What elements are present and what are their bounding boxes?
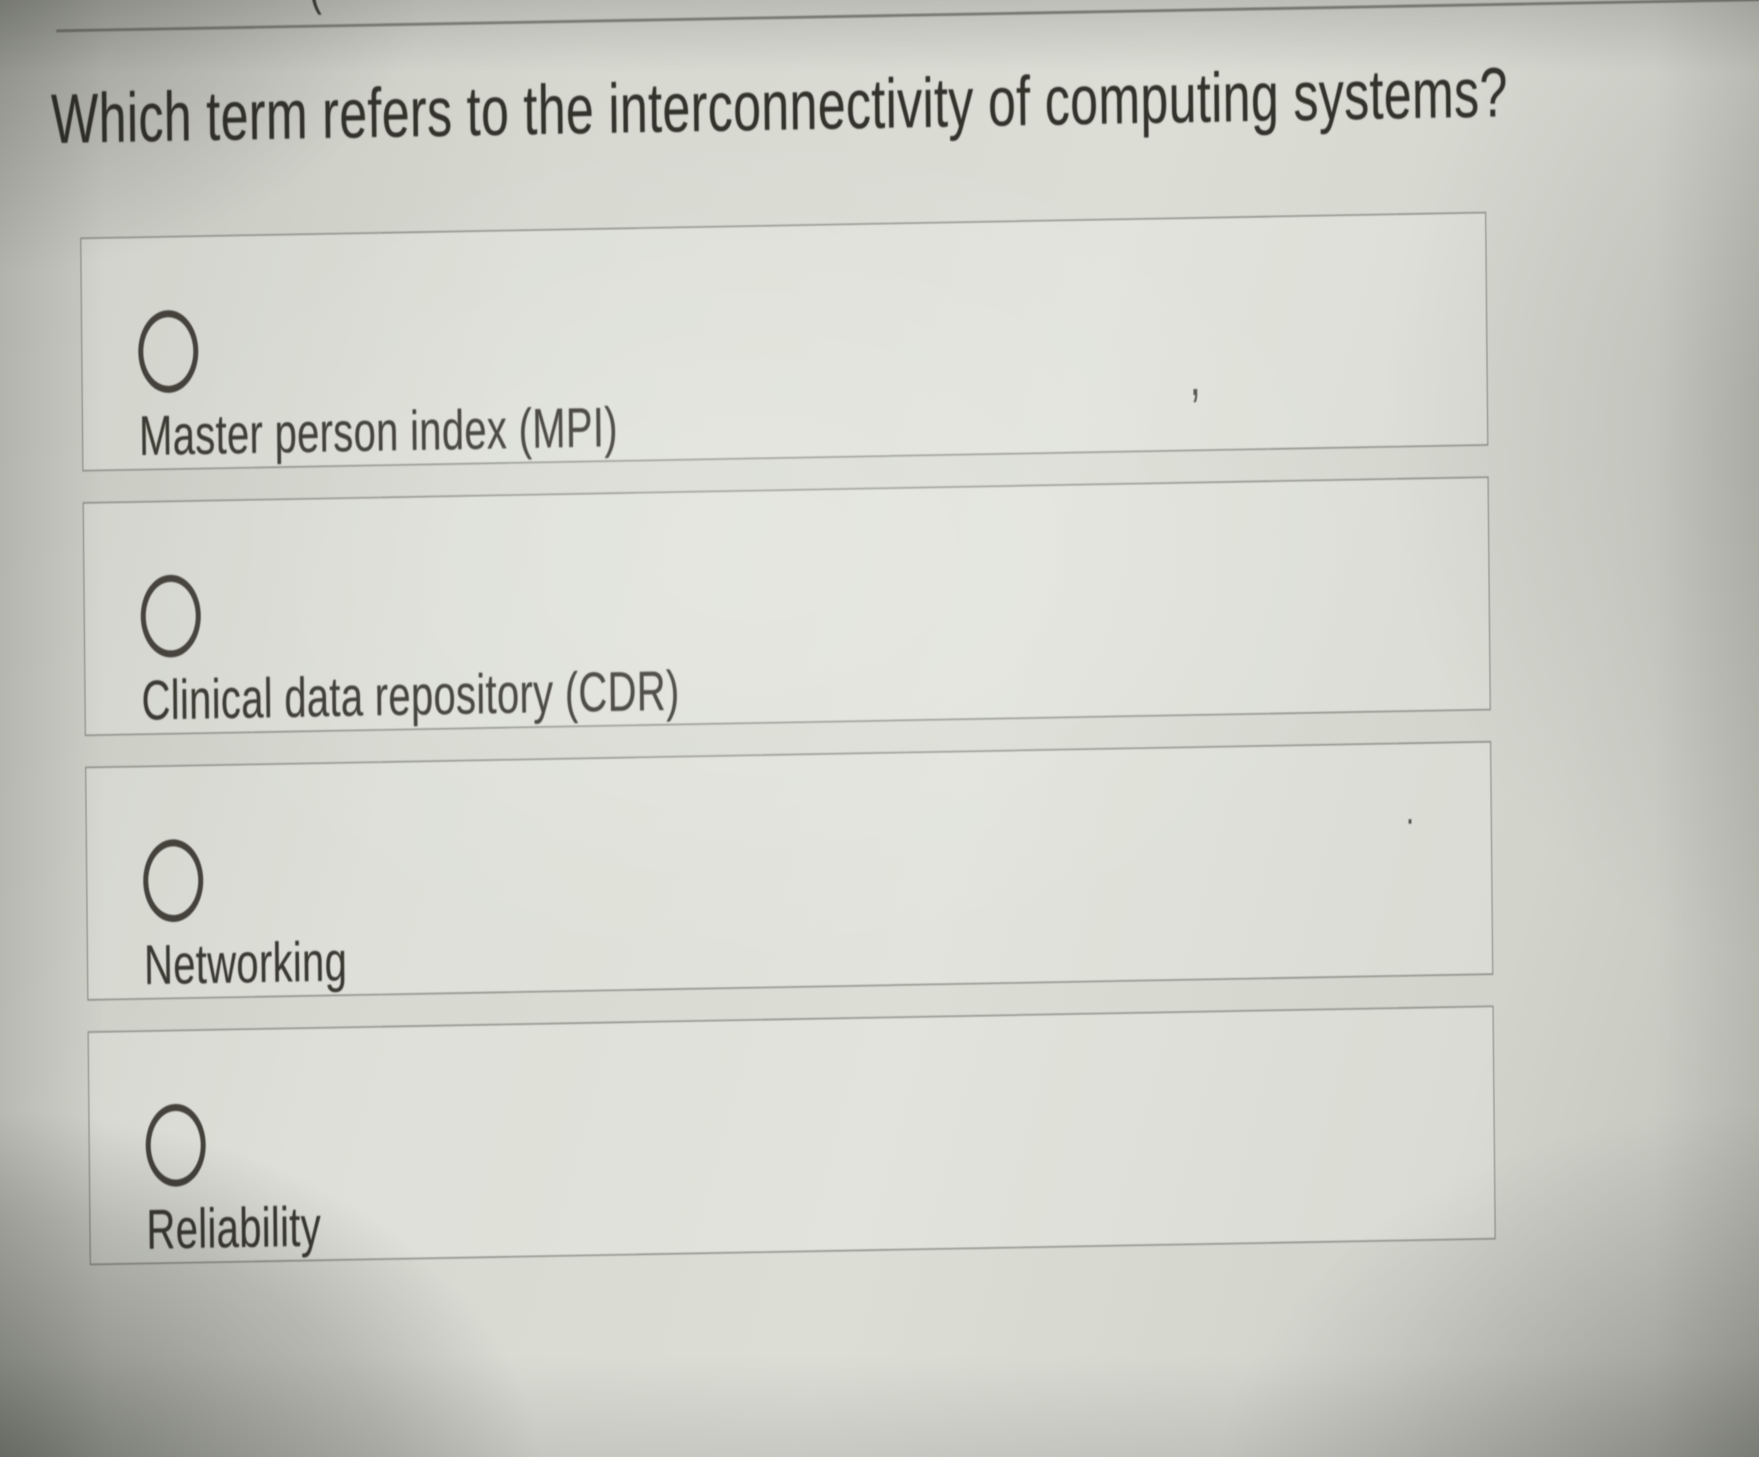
option-label: Networking (143, 931, 348, 997)
options-list: Master person index (MPI) Clinical data … (80, 211, 1496, 1266)
radio-button[interactable] (142, 838, 204, 923)
radio-button[interactable] (137, 309, 199, 394)
radio-button[interactable] (145, 1103, 207, 1188)
option-row-mpi[interactable]: Master person index (MPI) (80, 211, 1489, 472)
option-row-networking[interactable]: Networking (85, 741, 1494, 1001)
option-label: Master person index (MPI) (138, 397, 619, 468)
clipped-header-text: ·········· ( (95, 0, 329, 22)
dust-speck: , (1189, 345, 1202, 408)
option-label: Clinical data repository (CDR) (141, 660, 680, 733)
option-row-cdr[interactable]: Clinical data repository (CDR) (82, 476, 1491, 737)
option-row-reliability[interactable]: Reliability (87, 1005, 1496, 1266)
question-text: Which term refers to the interconnectivi… (50, 53, 1509, 159)
option-label: Reliability (146, 1196, 322, 1262)
dust-speck: . (1405, 787, 1415, 834)
radio-button[interactable] (140, 574, 202, 658)
